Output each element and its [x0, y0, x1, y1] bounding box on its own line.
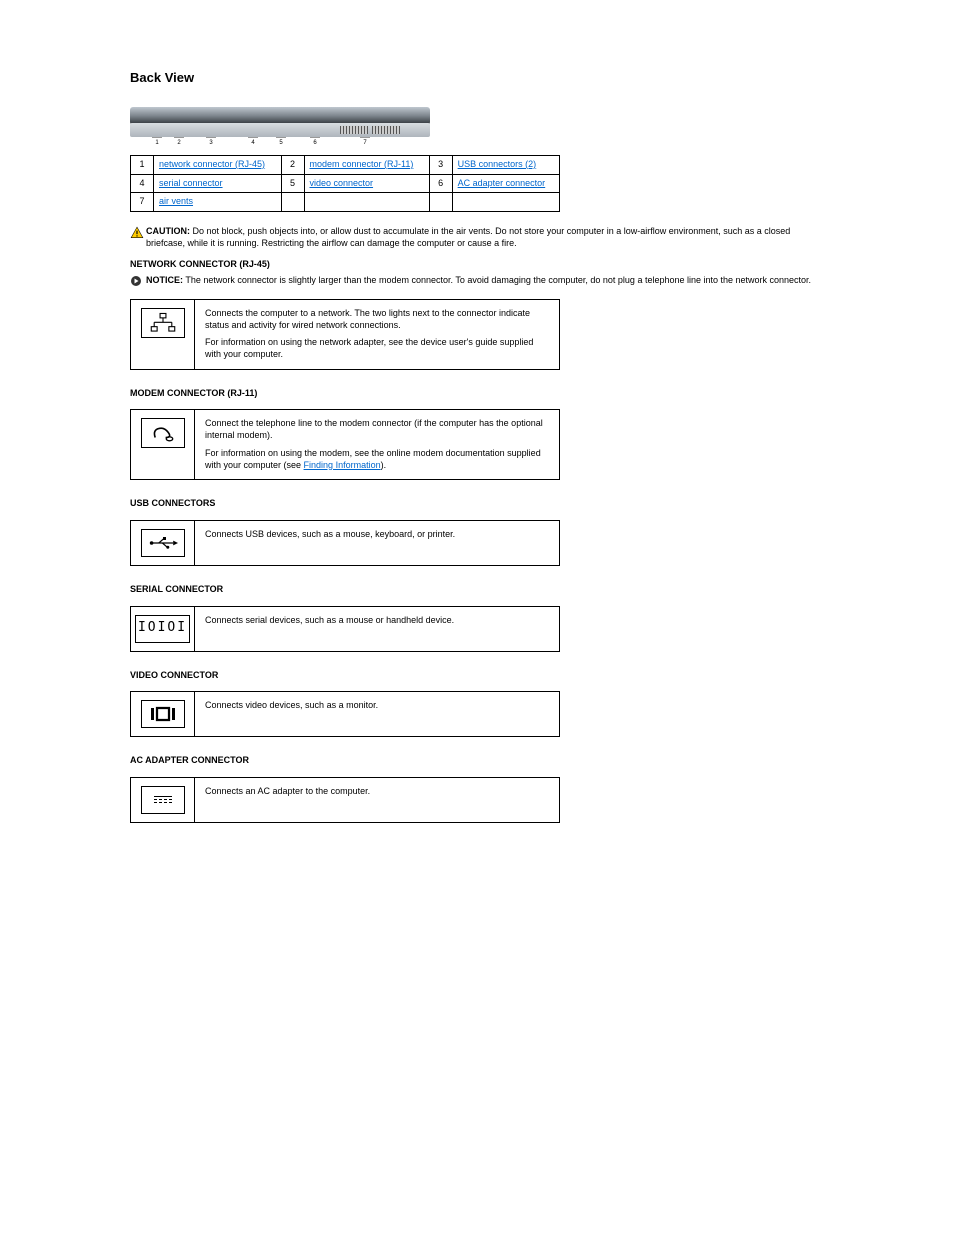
port-callout-2: 2: [174, 137, 184, 148]
ref-num: 7: [131, 193, 154, 212]
notice-icon: [130, 275, 146, 289]
modem-block: Connect the telephone line to the modem …: [130, 409, 560, 480]
ref-link-usb[interactable]: USB connectors (2): [458, 159, 537, 169]
ref-empty: [452, 193, 559, 212]
serial-block: IOIOI Connects serial devices, such as a…: [130, 606, 560, 652]
ref-num: [429, 193, 452, 212]
reference-table: 1 network connector (RJ-45) 2 modem conn…: [130, 155, 560, 212]
network-icon: [141, 308, 185, 338]
caution-block: CAUTION: Do not block, push objects into…: [130, 226, 824, 249]
ref-link-video[interactable]: video connector: [310, 178, 374, 188]
port-callout-3: 3: [206, 137, 216, 148]
video-desc: Connects video devices, such as a monito…: [205, 700, 378, 712]
modem-desc2b: ).: [381, 460, 387, 470]
network-desc: Connects the computer to a network. The …: [205, 308, 549, 331]
ref-num: 5: [281, 174, 304, 193]
table-row: 1 network connector (RJ-45) 2 modem conn…: [131, 155, 560, 174]
ref-num: 1: [131, 155, 154, 174]
modem-info-link[interactable]: Finding Information: [304, 460, 381, 470]
ac-desc: Connects an AC adapter to the computer.: [205, 786, 370, 798]
ref-num: 6: [429, 174, 452, 193]
port-callout-1: 1: [152, 137, 162, 148]
ac-title: AC ADAPTER CONNECTOR: [130, 755, 824, 767]
usb-icon: [141, 529, 185, 557]
caution-label: CAUTION:: [146, 226, 190, 236]
table-row: 4 serial connector 5 video connector 6 A…: [131, 174, 560, 193]
serial-icon: IOIOI: [135, 615, 190, 643]
notice-text: The network connector is slightly larger…: [185, 275, 811, 285]
usb-desc: Connects USB devices, such as a mouse, k…: [205, 529, 455, 541]
video-icon: [141, 700, 185, 728]
serial-desc: Connects serial devices, such as a mouse…: [205, 615, 454, 627]
ref-link-ac[interactable]: AC adapter connector: [458, 178, 546, 188]
ref-link-serial[interactable]: serial connector: [159, 178, 223, 188]
port-callout-7: 7: [360, 137, 370, 148]
ac-block: Connects an AC adapter to the computer.: [130, 777, 560, 823]
port-callout-6: 6: [310, 137, 320, 148]
usb-title: USB CONNECTORS: [130, 498, 824, 510]
caution-icon: [130, 226, 146, 242]
ref-link-airvents[interactable]: air vents: [159, 196, 193, 206]
caution-text: Do not block, push objects into, or allo…: [146, 226, 790, 248]
ref-num: 3: [429, 155, 452, 174]
network-title: NETWORK CONNECTOR (RJ-45): [130, 259, 824, 271]
ref-link-network[interactable]: network connector (RJ-45): [159, 159, 265, 169]
notice-label: NOTICE:: [146, 275, 183, 285]
ref-link-modem[interactable]: modem connector (RJ-11): [310, 159, 414, 169]
modem-icon: [141, 418, 185, 448]
ref-num: [281, 193, 304, 212]
port-callout-4: 4: [248, 137, 258, 148]
table-row: 7 air vents: [131, 193, 560, 212]
modem-title: MODEM CONNECTOR (RJ-11): [130, 388, 824, 400]
ref-empty: [304, 193, 429, 212]
ref-num: 2: [281, 155, 304, 174]
usb-block: Connects USB devices, such as a mouse, k…: [130, 520, 560, 566]
video-title: VIDEO CONNECTOR: [130, 670, 824, 682]
video-block: Connects video devices, such as a monito…: [130, 691, 560, 737]
serial-title: SERIAL CONNECTOR: [130, 584, 824, 596]
ac-icon: [141, 786, 185, 814]
back-view-image: 1 2 3 4 5 6 7: [130, 99, 430, 149]
network-desc2: For information on using the network ada…: [205, 337, 549, 360]
section-heading: Back View: [130, 70, 824, 87]
port-callout-5: 5: [276, 137, 286, 148]
notice-block: NOTICE: The network connector is slightl…: [130, 275, 824, 289]
ref-num: 4: [131, 174, 154, 193]
network-block: Connects the computer to a network. The …: [130, 299, 560, 370]
modem-desc: Connect the telephone line to the modem …: [205, 418, 549, 441]
